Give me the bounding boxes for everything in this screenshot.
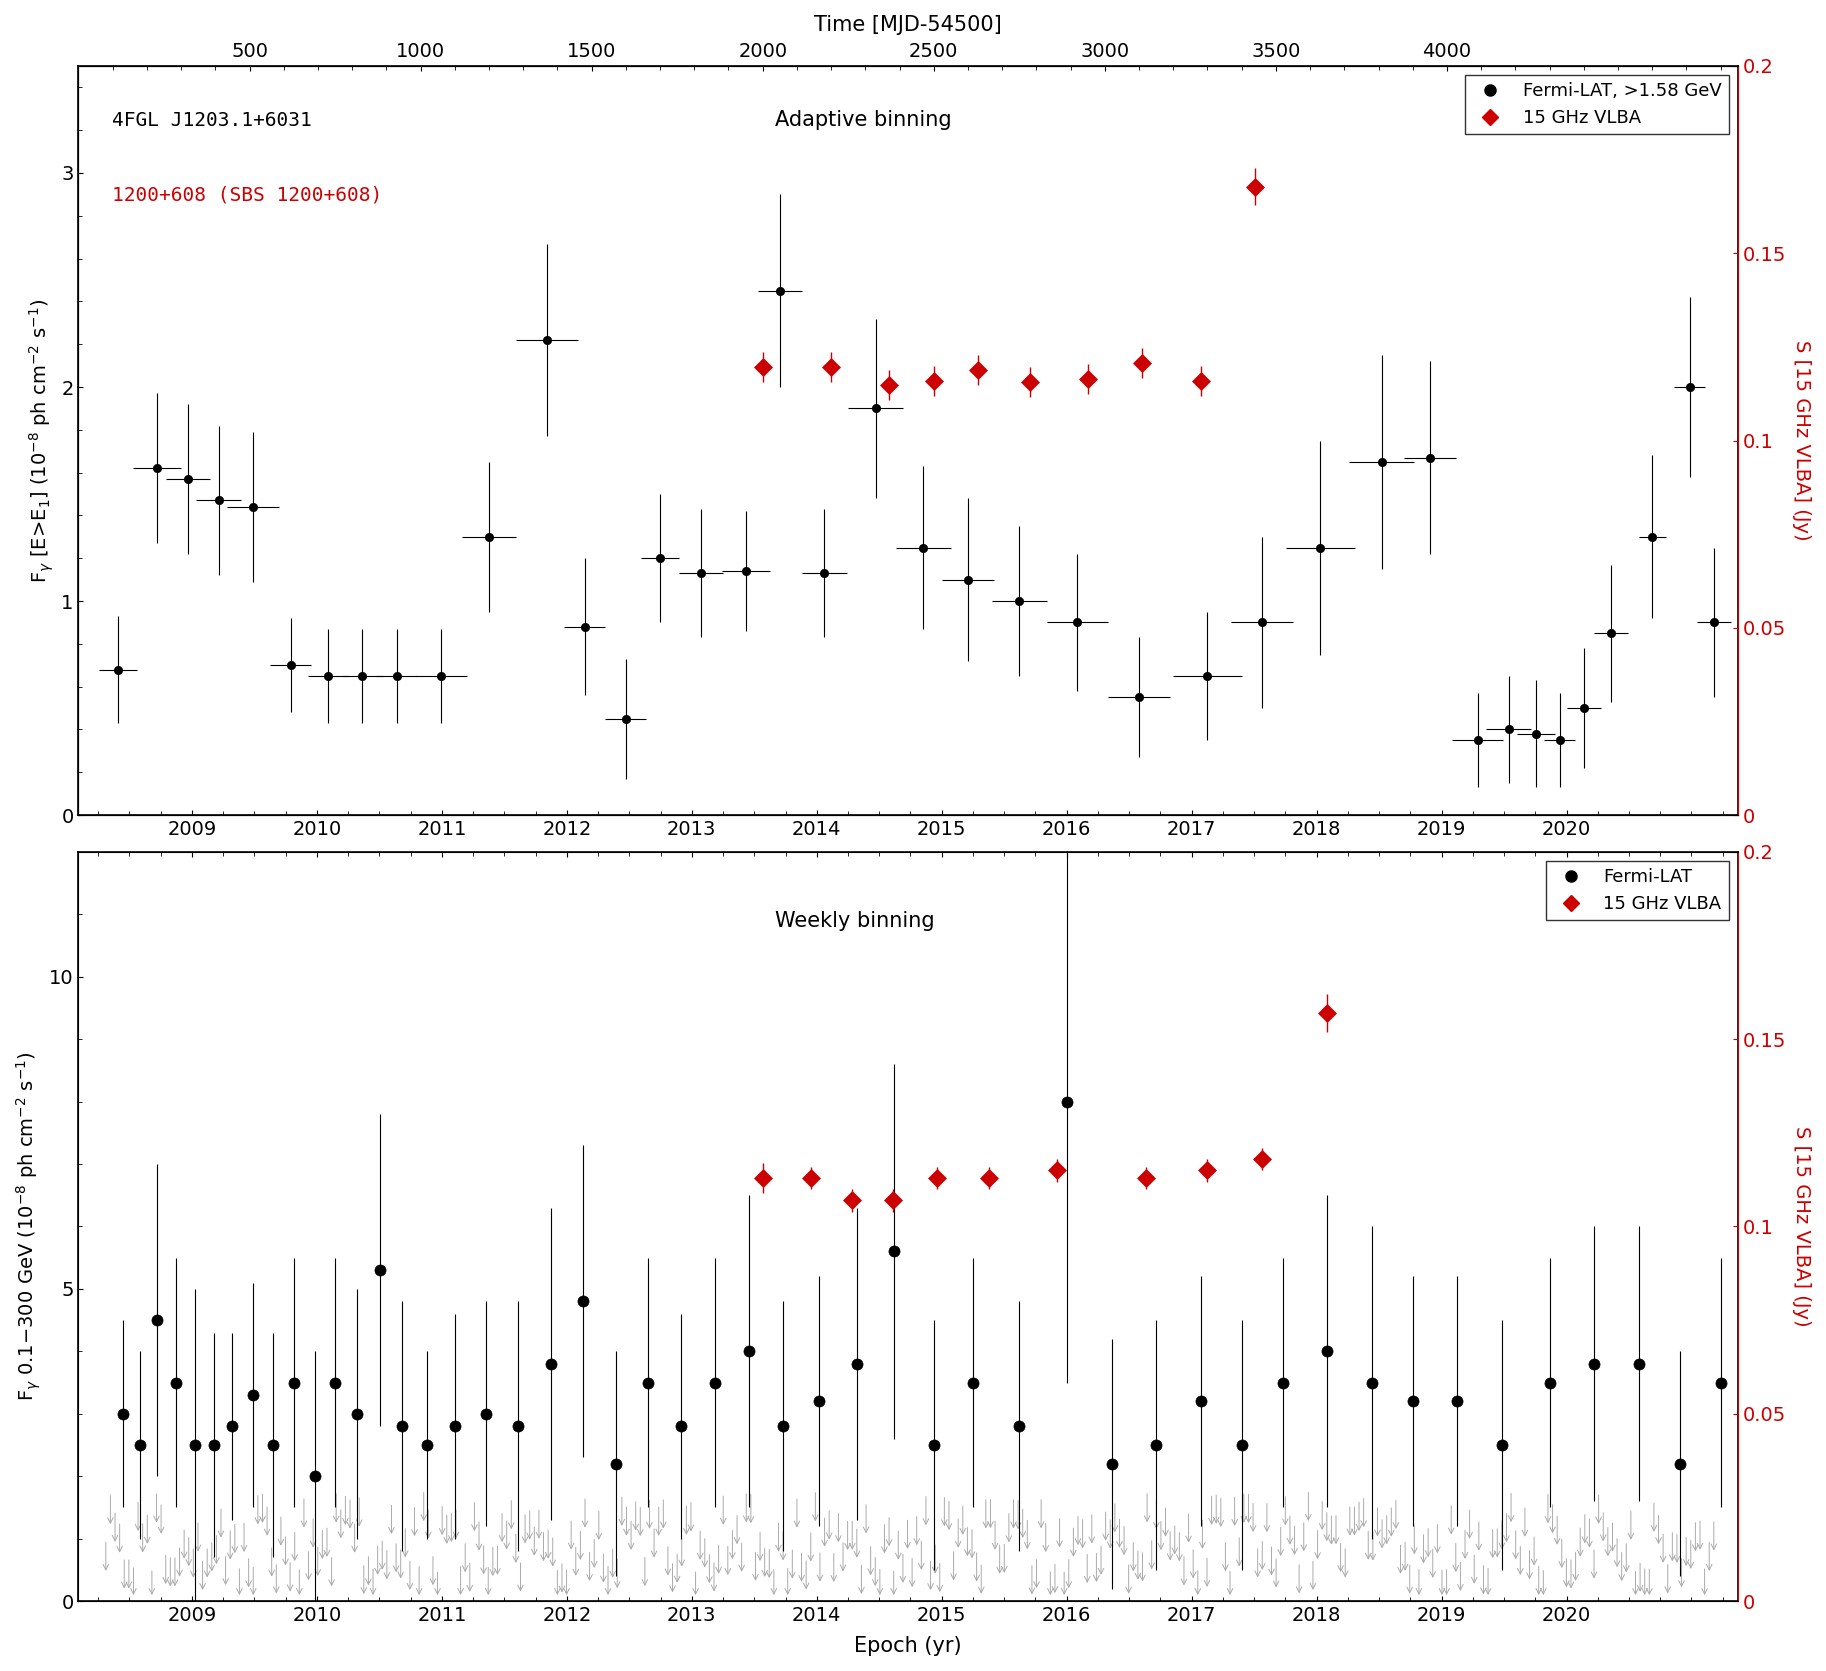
Text: Adaptive binning: Adaptive binning	[776, 110, 951, 130]
X-axis label: Epoch (yr): Epoch (yr)	[855, 1636, 962, 1656]
Text: 4FGL J1203.1+6031: 4FGL J1203.1+6031	[111, 110, 312, 130]
Legend: Fermi-LAT, 15 GHz VLBA: Fermi-LAT, 15 GHz VLBA	[1545, 861, 1729, 921]
Y-axis label: S [15 GHz VLBA] (Jy): S [15 GHz VLBA] (Jy)	[1791, 1126, 1811, 1327]
X-axis label: Time [MJD-54500]: Time [MJD-54500]	[814, 15, 1002, 35]
Y-axis label: F$_\gamma$ 0.1$-$300 GeV (10$^{-8}$ ph cm$^{-2}$ s$^{-1}$): F$_\gamma$ 0.1$-$300 GeV (10$^{-8}$ ph c…	[15, 1051, 44, 1402]
Legend: Fermi-LAT, >1.58 GeV, 15 GHz VLBA: Fermi-LAT, >1.58 GeV, 15 GHz VLBA	[1464, 75, 1729, 134]
Y-axis label: F$_\gamma$ [E>E$_1$] (10$^{-8}$ ph cm$^{-2}$ s$^{-1}$): F$_\gamma$ [E>E$_1$] (10$^{-8}$ ph cm$^{…	[27, 299, 55, 583]
Y-axis label: S [15 GHz VLBA] (Jy): S [15 GHz VLBA] (Jy)	[1791, 341, 1811, 541]
Text: Weekly binning: Weekly binning	[776, 911, 935, 931]
Text: 1200+608 (SBS 1200+608): 1200+608 (SBS 1200+608)	[111, 185, 382, 206]
